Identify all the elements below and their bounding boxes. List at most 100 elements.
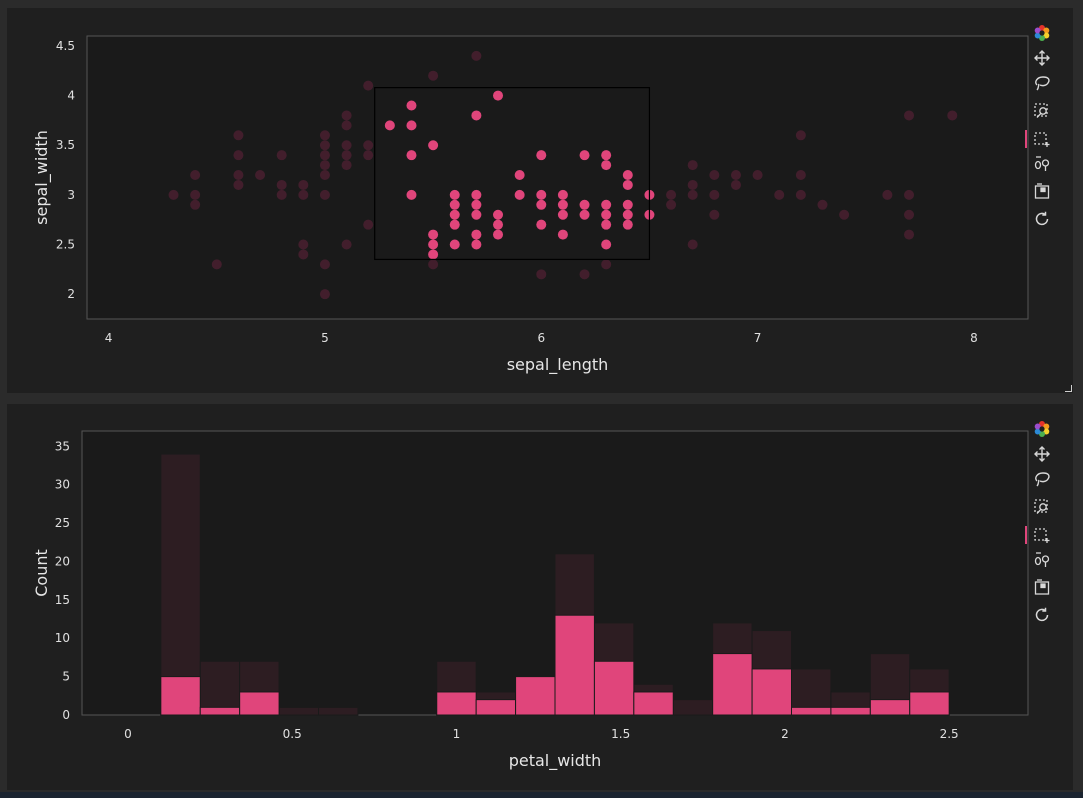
scatter-point-unselected[interactable] bbox=[190, 200, 200, 210]
scatter-point-unselected[interactable] bbox=[904, 230, 914, 240]
scatter-point-unselected[interactable] bbox=[320, 140, 330, 150]
histogram-bar-selected[interactable] bbox=[713, 654, 752, 715]
scatter-point-unselected[interactable] bbox=[212, 259, 222, 269]
box-select-tool-button[interactable] bbox=[1029, 524, 1055, 546]
scatter-point-selected[interactable] bbox=[601, 240, 611, 250]
histogram-bar-total[interactable] bbox=[161, 454, 200, 715]
scatter-point-selected[interactable] bbox=[580, 210, 590, 220]
scatter-point-unselected[interactable] bbox=[190, 170, 200, 180]
scatter-point-unselected[interactable] bbox=[666, 200, 676, 210]
scatter-point-unselected[interactable] bbox=[688, 180, 698, 190]
scatter-point-unselected[interactable] bbox=[363, 81, 373, 91]
scatter-point-selected[interactable] bbox=[623, 220, 633, 230]
scatter-point-unselected[interactable] bbox=[233, 150, 243, 160]
scatter-point-unselected[interactable] bbox=[688, 160, 698, 170]
scatter-point-selected[interactable] bbox=[385, 120, 395, 130]
scatter-point-selected[interactable] bbox=[450, 220, 460, 230]
scatter-point-unselected[interactable] bbox=[817, 200, 827, 210]
reset-tool-button[interactable] bbox=[1029, 208, 1055, 230]
scatter-point-unselected[interactable] bbox=[190, 190, 200, 200]
scatter-point-unselected[interactable] bbox=[688, 190, 698, 200]
scatter-point-unselected[interactable] bbox=[298, 249, 308, 259]
scatter-point-unselected[interactable] bbox=[320, 259, 330, 269]
histogram-bar-selected[interactable] bbox=[792, 707, 831, 715]
scatter-point-unselected[interactable] bbox=[298, 240, 308, 250]
scatter-point-unselected[interactable] bbox=[298, 180, 308, 190]
histogram-bar-total[interactable] bbox=[319, 707, 358, 715]
scatter-point-unselected[interactable] bbox=[320, 150, 330, 160]
scatter-point-unselected[interactable] bbox=[342, 140, 352, 150]
scatter-point-selected[interactable] bbox=[536, 190, 546, 200]
scatter-point-unselected[interactable] bbox=[904, 110, 914, 120]
scatter-point-selected[interactable] bbox=[471, 230, 481, 240]
scatter-point-selected[interactable] bbox=[406, 120, 416, 130]
scatter-point-unselected[interactable] bbox=[709, 170, 719, 180]
scatter-point-selected[interactable] bbox=[428, 230, 438, 240]
scatter-point-unselected[interactable] bbox=[342, 240, 352, 250]
reset-tool-button[interactable] bbox=[1029, 604, 1055, 626]
histogram-bar-selected[interactable] bbox=[594, 661, 633, 715]
plot-area[interactable] bbox=[87, 36, 1028, 319]
scatter-point-selected[interactable] bbox=[601, 220, 611, 230]
histogram-bar-selected[interactable] bbox=[437, 692, 476, 715]
scatter-point-selected[interactable] bbox=[406, 101, 416, 111]
lasso-select-tool-button[interactable] bbox=[1029, 468, 1055, 490]
histogram-bar-selected[interactable] bbox=[634, 692, 673, 715]
scatter-point-selected[interactable] bbox=[601, 160, 611, 170]
histogram-bar-total[interactable] bbox=[279, 707, 318, 715]
scatter-point-unselected[interactable] bbox=[277, 180, 287, 190]
scatter-point-unselected[interactable] bbox=[363, 150, 373, 160]
scatter-point-unselected[interactable] bbox=[428, 71, 438, 81]
scatter-point-selected[interactable] bbox=[558, 230, 568, 240]
resize-handle[interactable] bbox=[1065, 385, 1072, 392]
box-zoom-tool-button[interactable] bbox=[1029, 100, 1055, 122]
bokeh-logo-tool-button[interactable] bbox=[1029, 418, 1055, 440]
scatter-point-selected[interactable] bbox=[558, 210, 568, 220]
scatter-point-selected[interactable] bbox=[406, 190, 416, 200]
scatter-point-selected[interactable] bbox=[493, 230, 503, 240]
scatter-point-selected[interactable] bbox=[558, 190, 568, 200]
scatter-point-unselected[interactable] bbox=[471, 51, 481, 61]
scatter-point-unselected[interactable] bbox=[947, 110, 957, 120]
scatter-point-unselected[interactable] bbox=[796, 170, 806, 180]
scatter-point-unselected[interactable] bbox=[277, 150, 287, 160]
scatter-point-selected[interactable] bbox=[601, 150, 611, 160]
scatter-point-selected[interactable] bbox=[558, 200, 568, 210]
hover-tool-button[interactable] bbox=[1029, 549, 1055, 571]
histogram-bar-selected[interactable] bbox=[240, 692, 279, 715]
scatter-point-selected[interactable] bbox=[450, 190, 460, 200]
scatter-point-unselected[interactable] bbox=[320, 160, 330, 170]
scatter-point-unselected[interactable] bbox=[255, 170, 265, 180]
histogram-bar-selected[interactable] bbox=[476, 700, 515, 715]
scatter-point-selected[interactable] bbox=[493, 220, 503, 230]
scatter-plot[interactable]: 4 5 6 7 8 2 2.5 3 3.5 4 4.5 sepal_length sepal_width bbox=[7, 8, 1073, 393]
scatter-point-unselected[interactable] bbox=[320, 289, 330, 299]
scatter-point-unselected[interactable] bbox=[580, 269, 590, 279]
scatter-point-unselected[interactable] bbox=[320, 130, 330, 140]
hover-tool-button[interactable] bbox=[1029, 153, 1055, 175]
scatter-point-unselected[interactable] bbox=[796, 190, 806, 200]
scatter-point-selected[interactable] bbox=[450, 200, 460, 210]
scatter-point-unselected[interactable] bbox=[709, 190, 719, 200]
scatter-point-unselected[interactable] bbox=[536, 269, 546, 279]
scatter-point-selected[interactable] bbox=[471, 200, 481, 210]
histogram-bar-selected[interactable] bbox=[752, 669, 791, 715]
scatter-point-unselected[interactable] bbox=[839, 210, 849, 220]
histogram-bar-selected[interactable] bbox=[910, 692, 949, 715]
histogram-bar-selected[interactable] bbox=[516, 677, 555, 715]
save-tool-button[interactable] bbox=[1029, 180, 1055, 202]
scatter-point-selected[interactable] bbox=[515, 190, 525, 200]
scatter-point-unselected[interactable] bbox=[169, 190, 179, 200]
scatter-point-unselected[interactable] bbox=[796, 130, 806, 140]
scatter-point-unselected[interactable] bbox=[904, 190, 914, 200]
scatter-point-selected[interactable] bbox=[580, 150, 590, 160]
scatter-point-unselected[interactable] bbox=[233, 180, 243, 190]
scatter-point-unselected[interactable] bbox=[601, 259, 611, 269]
scatter-point-unselected[interactable] bbox=[277, 190, 287, 200]
histogram-bar-selected[interactable] bbox=[870, 700, 909, 715]
scatter-point-unselected[interactable] bbox=[233, 130, 243, 140]
scatter-point-selected[interactable] bbox=[471, 210, 481, 220]
scatter-point-selected[interactable] bbox=[515, 170, 525, 180]
scatter-point-unselected[interactable] bbox=[904, 210, 914, 220]
scatter-point-selected[interactable] bbox=[623, 200, 633, 210]
